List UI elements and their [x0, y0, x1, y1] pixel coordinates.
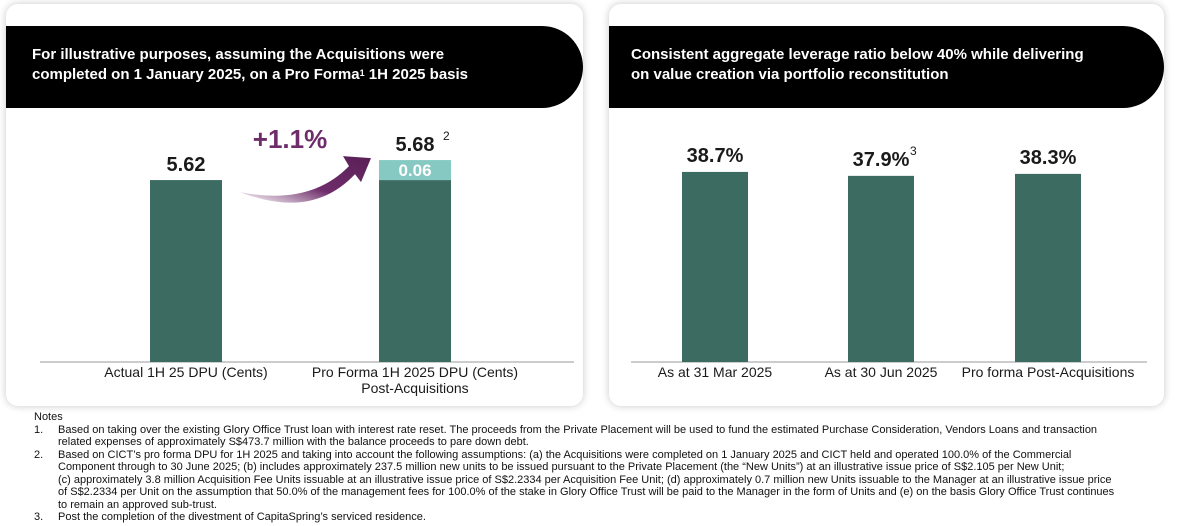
dpu-bar-base: [379, 180, 451, 362]
dpu-category-label: Pro Forma 1H 2025 DPU (Cents): [312, 364, 518, 380]
dpu-header-line2: completed on 1 January 2025, on a Pro Fo…: [32, 65, 563, 85]
leverage-value-label: 37.9%: [853, 149, 910, 171]
note-line: Post the completion of the divestment of…: [58, 511, 426, 523]
note-item: 2. Based on CICT’s pro forma DPU for 1H 2…: [34, 449, 1184, 512]
leverage-bar: [848, 175, 914, 362]
dpu-category-sublabel: Post-Acquisitions: [361, 380, 468, 396]
dpu-chart: +1.1% 5.62 Actual 1H 25 DPU (Cents) 0.06 5.…: [40, 124, 574, 396]
dpu-total-label: 5.68: [396, 134, 435, 156]
leverage-value-label: 38.3%: [1020, 147, 1077, 169]
note-line: of S$2.2334 per Unit on the assumption t…: [58, 486, 1115, 498]
dpu-header-line1: For illustrative purposes, assuming the …: [32, 46, 445, 63]
notes-title: Notes: [34, 411, 63, 423]
dpu-panel: For illustrative purposes, assuming the …: [6, 4, 583, 406]
growth-arrow: +1.1%: [240, 124, 371, 203]
leverage-bar: [682, 171, 748, 362]
note-line: Based on taking over the existing Glory …: [58, 423, 1098, 436]
leverage-header-line2: on value creation via portfolio reconsti…: [631, 66, 949, 83]
leverage-value-footnote: 3: [910, 144, 917, 158]
leverage-bar: [1015, 173, 1081, 362]
dpu-header-line2-end: 1H 2025 basis: [364, 66, 469, 83]
growth-arrow-shape: [240, 156, 371, 203]
dpu-change-label: +1.1%: [253, 124, 327, 154]
leverage-value-label: 38.7%: [687, 145, 744, 167]
note-number: 3.: [34, 511, 44, 523]
footnotes: Notes 1. Based on taking over the existin…: [34, 411, 1184, 524]
note-item: 1. Based on taking over the existing Glor…: [34, 424, 1184, 449]
dpu-panel-header: For illustrative purposes, assuming the …: [6, 26, 583, 108]
note-number: 1.: [34, 423, 44, 436]
note-line: Based on CICT’s pro forma DPU for 1H 202…: [58, 448, 1072, 461]
notes-list: 1. Based on taking over the existing Glor…: [34, 424, 1184, 524]
dpu-header-footnote-ref: 1: [359, 68, 365, 78]
note-line: to remain an approved sub-trust.: [58, 498, 217, 511]
dpu-increment-label: 0.06: [398, 161, 431, 180]
dpu-header-line2-text: completed on 1 January 2025, on a Pro Fo…: [32, 66, 360, 83]
note-line: Component through to 30 June 2025; (b) i…: [58, 461, 1065, 473]
leverage-category-label: As at 31 Mar 2025: [658, 364, 773, 380]
note-line: related expenses of approximately S$473.…: [58, 436, 529, 448]
leverage-panel: Consistent aggregate leverage ratio belo…: [609, 4, 1164, 406]
note-line: (c) approximately 3.8 million Acquisitio…: [58, 473, 1112, 486]
leverage-chart: 38.7% As at 31 Mar 2025 37.9% 3 As at 30 Jun…: [631, 144, 1147, 380]
note-number: 2.: [34, 448, 44, 461]
note-item: 3. Post the completion of the divestment …: [34, 511, 1184, 524]
dpu-bar-increment: [379, 160, 451, 181]
dpu-total-label: 5.62: [167, 154, 206, 176]
leverage-panel-header: Consistent aggregate leverage ratio belo…: [609, 26, 1164, 108]
leverage-header-line1: Consistent aggregate leverage ratio belo…: [631, 46, 1084, 63]
dpu-bar-base: [150, 180, 222, 362]
dpu-total-footnote: 2: [443, 129, 450, 143]
dpu-category-label: Actual 1H 25 DPU (Cents): [104, 364, 267, 380]
leverage-category-label: As at 30 Jun 2025: [825, 364, 938, 380]
leverage-category-label: Pro forma Post-Acquisitions: [962, 364, 1135, 380]
